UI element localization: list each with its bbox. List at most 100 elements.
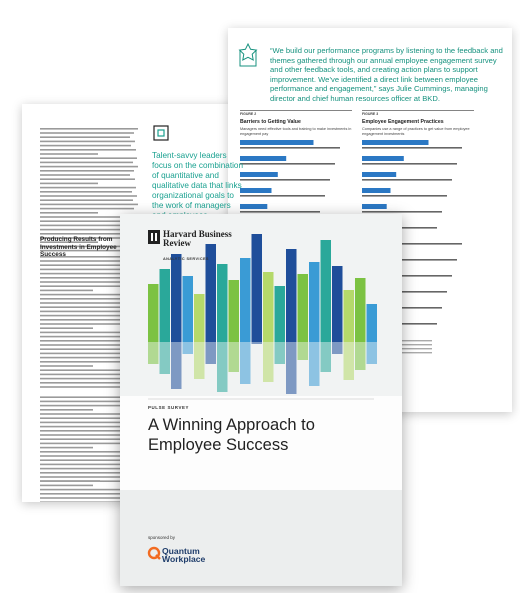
text-line: [40, 459, 129, 461]
cover-graphic: [120, 214, 402, 586]
cover-bar-fade: [274, 342, 285, 364]
figure-bar-label: [362, 307, 442, 309]
text-line: [40, 369, 129, 371]
division: ANALYTIC SERVICES: [163, 257, 209, 261]
cover-bar: [332, 266, 343, 342]
cover-bar: [205, 244, 216, 342]
text-line: [40, 277, 133, 279]
text-line: [40, 340, 138, 342]
text-line: [40, 289, 93, 292]
text-line: [40, 501, 129, 503]
text-line: [40, 400, 137, 403]
text-line: [40, 331, 132, 334]
text-line: [40, 136, 130, 138]
section-heading: Producing Results from Investments in Em…: [40, 236, 117, 258]
cover-bar-fade: [286, 342, 297, 394]
figure-subtitle: Managers need effective tools and traini…: [240, 127, 352, 136]
text-line: [40, 170, 134, 172]
cover-bar: [240, 258, 251, 342]
cover-bar: [286, 249, 297, 342]
figure-bar: [362, 204, 387, 209]
series-label: PULSE SURVEY: [148, 405, 190, 410]
text-line: [40, 335, 135, 338]
text-line: [40, 425, 135, 428]
cover-bar-fade: [366, 342, 377, 364]
text-line: [40, 373, 132, 376]
figure-bar: [362, 188, 391, 193]
text-line: [40, 293, 135, 296]
text-line: [40, 488, 130, 491]
text-line: [40, 237, 133, 239]
text-line: [40, 409, 93, 411]
cover-bar: [309, 262, 320, 342]
figure-bar-label: [362, 291, 447, 293]
text-line: [40, 476, 131, 478]
cover-bar-fade: [309, 342, 320, 386]
text-line: [40, 157, 137, 159]
text-line: [40, 144, 131, 147]
text-line: [40, 438, 134, 440]
cover-bar: [182, 276, 193, 342]
text-line: [40, 361, 133, 363]
cover-bar: [343, 290, 354, 342]
text-line: [40, 302, 131, 304]
figure-bar: [362, 172, 397, 177]
cover-bar-fade: [217, 342, 228, 392]
text-line: [40, 455, 136, 457]
text-line: [40, 207, 134, 210]
text-line: [40, 348, 134, 350]
callout-icon: [153, 125, 169, 141]
text-line: [40, 132, 134, 134]
text-line: [40, 467, 135, 470]
cover-bar: [171, 254, 182, 342]
figure-bar-label: [362, 259, 457, 261]
text-line: [40, 165, 138, 168]
text-line: [40, 377, 135, 380]
text-line: [40, 463, 132, 466]
sponsor: Quantum Workplace: [162, 546, 206, 565]
text-line: [40, 272, 130, 275]
text-line: [40, 228, 132, 231]
text-line: [40, 268, 137, 271]
figure-subtitle: Companies use a range of practices to ge…: [362, 127, 470, 136]
text-line: [40, 195, 137, 197]
text-line: [40, 306, 134, 308]
quantum-logo-mark: [147, 546, 161, 560]
text-line: [40, 220, 131, 222]
text-line: [40, 413, 136, 415]
figure-rule: [362, 110, 474, 111]
cover-bar-fade: [297, 342, 308, 360]
cover-bar: [148, 284, 159, 342]
text-line: [40, 241, 98, 243]
figure-bar-label: [240, 195, 325, 197]
text-line: [40, 140, 135, 143]
text-line: [40, 224, 136, 227]
text-line: [40, 281, 136, 283]
cover-bar-fade: [343, 342, 354, 380]
figure-bar: [240, 172, 278, 177]
text-line: [40, 352, 137, 355]
cover-bar-fade: [263, 342, 274, 382]
figure-bar: [240, 156, 287, 161]
text-line: [40, 178, 135, 180]
quote-icon: [238, 42, 258, 67]
text-line: [40, 386, 131, 388]
figure-bar-label: [362, 243, 462, 245]
figure-bar-label: [240, 147, 340, 149]
cover-bar: [355, 278, 366, 342]
text-line: [40, 404, 130, 407]
cover-bar-fade: [182, 342, 193, 354]
cover-bar-fade: [205, 342, 216, 364]
cover-bar: [217, 264, 228, 342]
figure-title: Barriers to Getting Value: [240, 119, 301, 125]
hbr-logo-mark: [148, 230, 160, 244]
cover-bar-fade: [194, 342, 205, 379]
text-line: [40, 382, 138, 384]
figure-label: FIGURE 2: [240, 112, 257, 116]
text-line: [40, 446, 93, 449]
text-line: [40, 174, 130, 176]
figure-bar-label: [240, 179, 330, 181]
text-line: [40, 327, 93, 329]
cover-bar: [194, 294, 205, 342]
cover-bar: [366, 304, 377, 342]
